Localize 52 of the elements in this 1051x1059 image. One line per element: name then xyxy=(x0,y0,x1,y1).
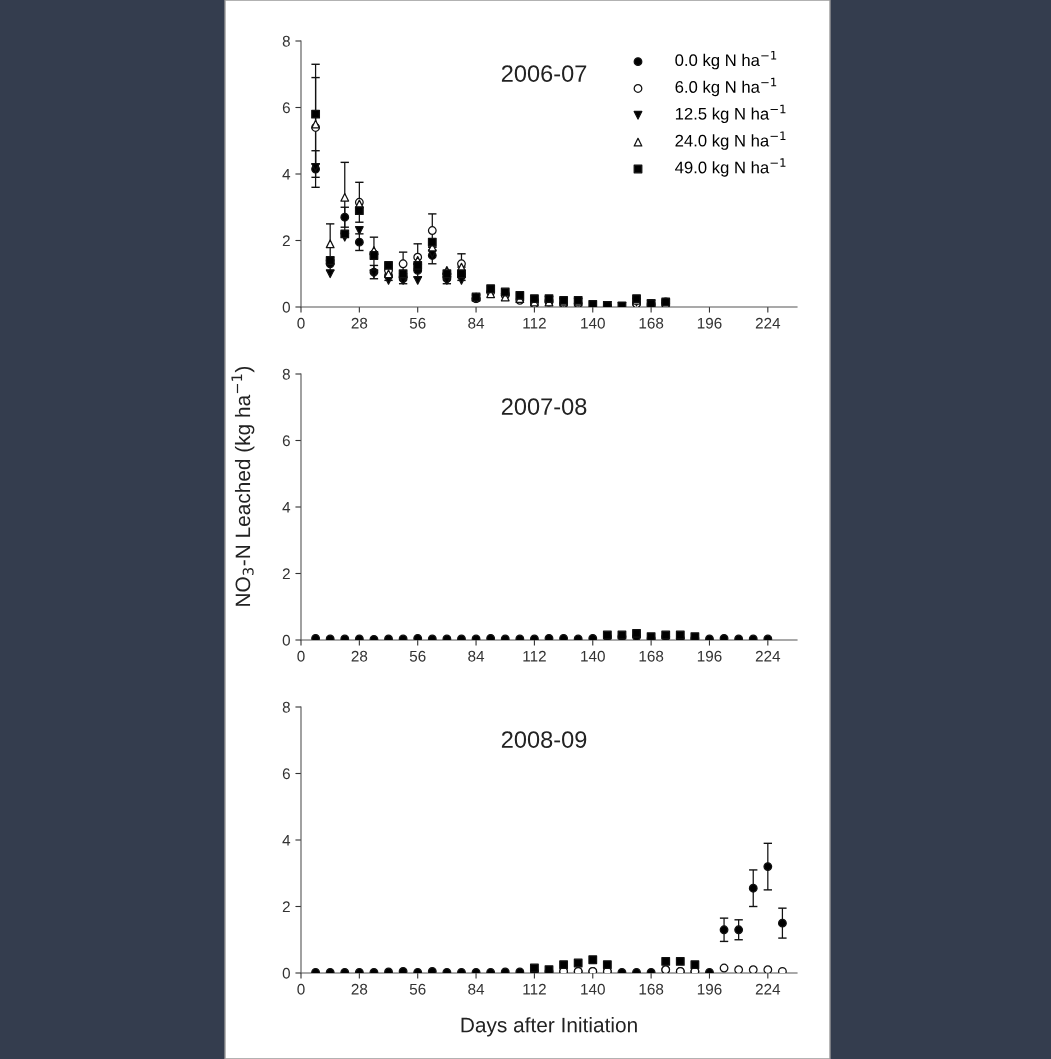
y-tick-label: 0 xyxy=(282,301,290,313)
x-tick-label: 224 xyxy=(755,650,781,662)
text: 2007-08 xyxy=(501,398,587,415)
y-tick-label: 8 xyxy=(282,35,290,47)
x-tick-label: 84 xyxy=(468,317,485,329)
y-tick-label: 8 xyxy=(282,368,290,380)
x-tick-label: 56 xyxy=(409,983,426,995)
text: 2006-07 xyxy=(501,65,587,82)
x-tick-label: 140 xyxy=(581,650,605,662)
legend-label: 6.0 kg N ha$^{−1}$ xyxy=(675,77,777,97)
y-tick-label: 8 xyxy=(282,701,290,713)
y-tick-label: 4 xyxy=(282,835,291,846)
x-tick-label: 168 xyxy=(639,317,664,329)
y-tick-label: 4 xyxy=(282,169,291,180)
x-tick-label: 112 xyxy=(523,650,546,662)
x-tick-label: 196 xyxy=(697,983,722,995)
x-tick-label: 112 xyxy=(523,317,546,329)
legend-label: 12.5 kg N ha$^{−1}$ xyxy=(675,104,786,124)
y-tick-label: 6 xyxy=(282,435,290,447)
y-tick-label: 6 xyxy=(282,102,290,114)
x-tick-label: 0 xyxy=(297,650,305,662)
x-tick-label: 140 xyxy=(581,983,605,995)
x-tick-label: 28 xyxy=(351,317,368,329)
x-tick-label: 0 xyxy=(297,983,305,995)
x-tick-label: 196 xyxy=(697,650,722,662)
x-axis-title: Days after Initiation xyxy=(461,1017,637,1037)
x-tick-label: 28 xyxy=(351,650,368,662)
y-tick-label: 2 xyxy=(282,235,290,247)
y-tick-label: 0 xyxy=(282,634,290,646)
x-tick-label: 28 xyxy=(351,983,368,995)
x-tick-label: 224 xyxy=(755,983,781,995)
x-tick-label: 168 xyxy=(639,983,664,995)
y-tick-label: 2 xyxy=(282,901,290,913)
x-tick-label: 56 xyxy=(409,317,426,329)
x-tick-label: 224 xyxy=(755,317,781,329)
legend-label: 49.0 kg N ha$^{−1}$ xyxy=(675,158,786,177)
legend-label: 0.0 kg N ha$^{−1}$ xyxy=(675,51,777,70)
x-tick-label: 112 xyxy=(523,983,546,995)
text: 2008-09 xyxy=(501,731,587,748)
y-tick-label: 0 xyxy=(282,967,290,979)
y-tick-label: 4 xyxy=(282,502,291,513)
x-tick-label: 0 xyxy=(297,317,305,329)
y-tick-label: 2 xyxy=(282,568,290,580)
x-tick-label: 168 xyxy=(639,650,664,662)
x-tick-label: 140 xyxy=(581,317,605,329)
x-tick-label: 84 xyxy=(468,983,485,995)
y-tick-label: 6 xyxy=(282,768,290,780)
legend-label: 24.0 kg N ha$^{−1}$ xyxy=(675,131,786,150)
x-tick-label: 56 xyxy=(409,650,426,662)
x-tick-label: 84 xyxy=(468,650,485,662)
y-axis-title: NO$_{3}$-N Leached (kg ha$^{−1}$) xyxy=(231,366,255,606)
x-tick-label: 196 xyxy=(697,317,722,329)
